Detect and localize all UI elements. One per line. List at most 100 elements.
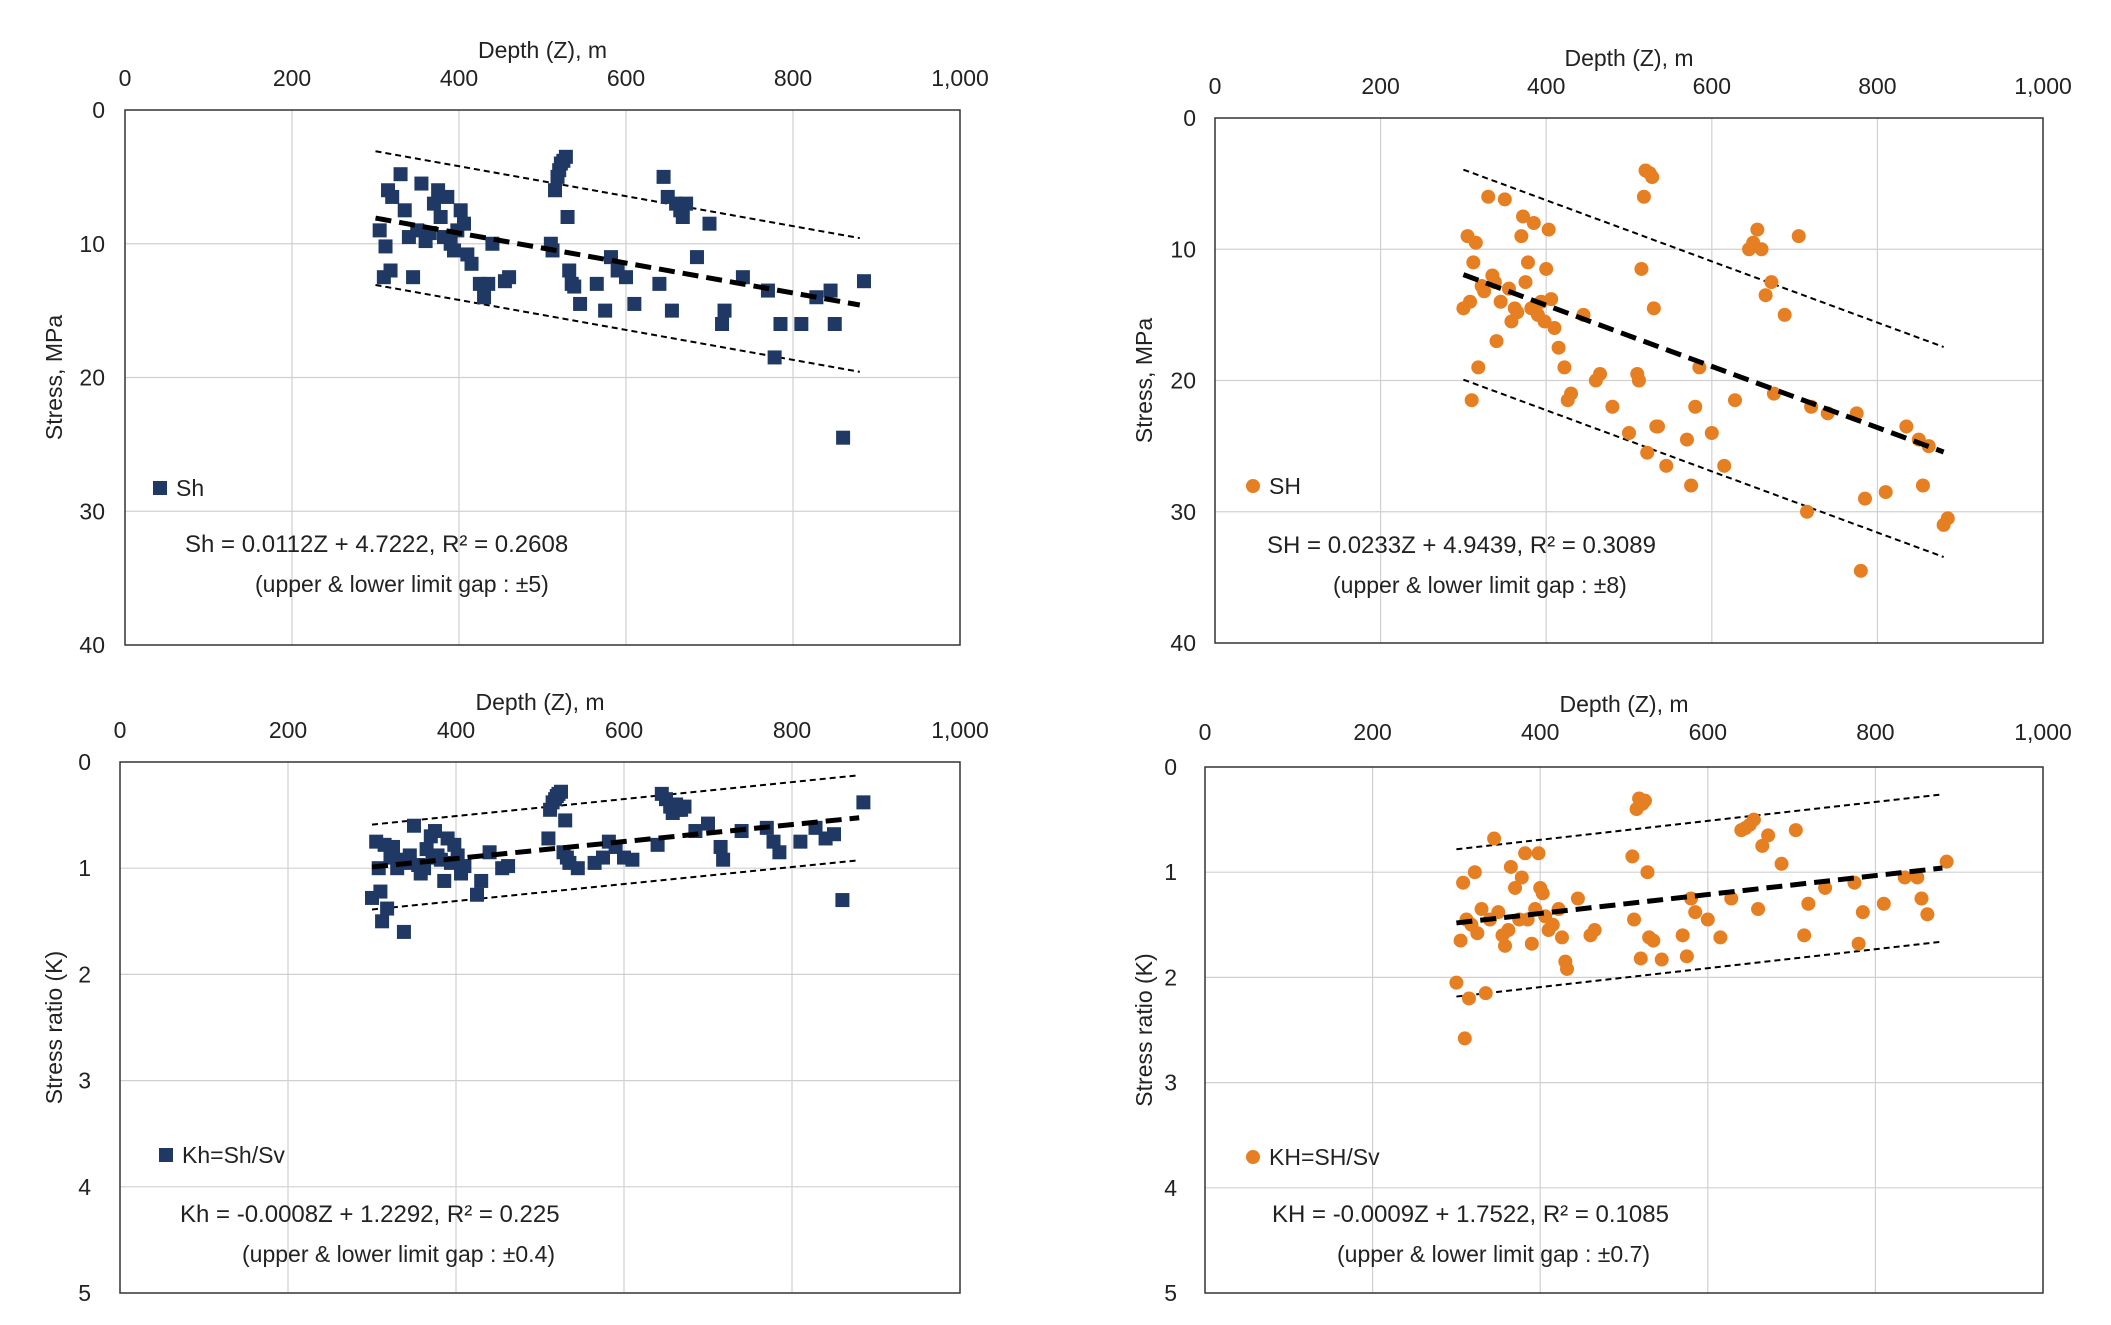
data-point xyxy=(386,839,400,854)
data-point xyxy=(558,813,573,828)
upper-limit-line xyxy=(375,150,860,240)
x-tick-label: 1,000 xyxy=(2014,719,2072,745)
data-point xyxy=(558,149,573,164)
data-point xyxy=(1514,229,1529,244)
data-point xyxy=(1915,478,1930,493)
data-point xyxy=(375,914,390,929)
limit-gap-note: (upper & lower limit gap : ±8) xyxy=(1333,572,1627,598)
y-axis-label: Stress, MPa xyxy=(41,315,67,440)
data-point xyxy=(1727,393,1742,408)
y-tick-label: 5 xyxy=(78,1280,91,1306)
data-point xyxy=(1800,504,1815,519)
data-point xyxy=(417,861,432,876)
data-point xyxy=(1497,192,1512,207)
y-axis-label: Stress ratio (K) xyxy=(41,951,67,1104)
data-point xyxy=(414,176,429,191)
legend-marker xyxy=(1246,1150,1260,1164)
data-point xyxy=(1453,933,1468,948)
limit-gap-note: (upper & lower limit gap : ±5) xyxy=(255,571,549,597)
y-tick-label: 0 xyxy=(1164,754,1177,780)
y-tick-label: 4 xyxy=(1164,1175,1177,1201)
data-point xyxy=(1503,859,1518,874)
data-point xyxy=(1853,563,1868,578)
y-axis-label: Stress ratio (K) xyxy=(1131,953,1157,1106)
x-tick-label: 600 xyxy=(1689,719,1727,745)
data-point xyxy=(794,317,809,331)
y-tick-label: 10 xyxy=(1170,236,1196,262)
data-point xyxy=(1640,445,1655,460)
data-point xyxy=(1564,386,1579,401)
data-point xyxy=(396,924,411,939)
data-point xyxy=(1637,793,1652,808)
trend-line xyxy=(1462,272,1945,455)
data-point xyxy=(1754,242,1769,257)
legend-marker xyxy=(159,1148,173,1162)
data-point xyxy=(562,263,577,278)
data-point xyxy=(457,859,472,874)
x-tick-label: 600 xyxy=(1693,73,1731,99)
data-point xyxy=(1774,856,1789,871)
data-point xyxy=(393,167,408,182)
x-tick-label: 600 xyxy=(605,717,643,743)
data-point xyxy=(573,296,588,311)
data-point xyxy=(1622,426,1636,440)
data-point xyxy=(675,210,690,224)
data-point xyxy=(1939,854,1954,869)
chart-SH: 0 200 400 600 800 1,000 0 10 20 30 40 Depth (Z), m S… xyxy=(1131,45,2072,656)
data-point xyxy=(1679,949,1694,964)
x-tick-label: 0 xyxy=(114,717,127,743)
x-tick-label: 400 xyxy=(1521,719,1559,745)
y-tick-label: 30 xyxy=(1170,499,1196,525)
x-tick-label: 200 xyxy=(1353,719,1391,745)
data-point xyxy=(664,303,679,318)
data-point xyxy=(1704,426,1719,440)
x-tick-label: 1,000 xyxy=(931,65,989,91)
data-point xyxy=(446,243,461,258)
upper-limit-line xyxy=(371,774,860,826)
data-point xyxy=(1593,366,1608,381)
lower-limit-line xyxy=(371,859,860,911)
data-point xyxy=(1684,478,1699,493)
data-point xyxy=(437,873,452,888)
data-point xyxy=(701,816,715,831)
data-point xyxy=(827,317,842,331)
regression-equation: Kh = -0.0008Z + 1.2292, R² = 0.225 xyxy=(180,1201,560,1228)
data-point xyxy=(1491,905,1506,920)
data-point xyxy=(481,276,496,291)
data-point xyxy=(772,845,787,860)
legend-label: KH=SH/Sv xyxy=(1269,1144,1380,1170)
y-tick-label: 1 xyxy=(1164,859,1177,885)
x-tick-label: 1,000 xyxy=(931,717,989,743)
data-point xyxy=(1554,930,1569,945)
data-point xyxy=(1557,360,1572,375)
data-point xyxy=(1498,938,1513,953)
data-point xyxy=(793,834,808,849)
data-point xyxy=(440,189,455,204)
data-point xyxy=(1457,1031,1472,1046)
data-point xyxy=(650,837,665,852)
data-point xyxy=(1449,975,1464,990)
data-point xyxy=(1471,360,1486,375)
data-point xyxy=(1876,896,1891,911)
data-point xyxy=(570,861,585,876)
data-point xyxy=(1634,261,1649,276)
data-point xyxy=(1818,880,1833,895)
data-point xyxy=(1560,961,1575,976)
data-point xyxy=(1761,828,1776,843)
data-point xyxy=(1526,216,1541,230)
data-point xyxy=(1910,870,1925,885)
data-point xyxy=(1791,229,1806,244)
x-tick-label: 200 xyxy=(273,65,311,91)
regression-equation: Sh = 0.0112Z + 4.7222, R² = 0.2608 xyxy=(185,531,568,558)
data-point xyxy=(447,837,462,852)
data-point xyxy=(619,270,633,285)
data-point xyxy=(380,901,395,916)
data-point xyxy=(378,239,393,254)
x-tick-label: 600 xyxy=(607,65,645,91)
data-point xyxy=(1627,912,1642,927)
data-point xyxy=(702,216,717,231)
data-point xyxy=(717,303,732,318)
x-axis-label: Depth (Z), m xyxy=(475,689,604,715)
y-tick-label: 40 xyxy=(79,632,105,658)
data-point xyxy=(541,831,556,846)
